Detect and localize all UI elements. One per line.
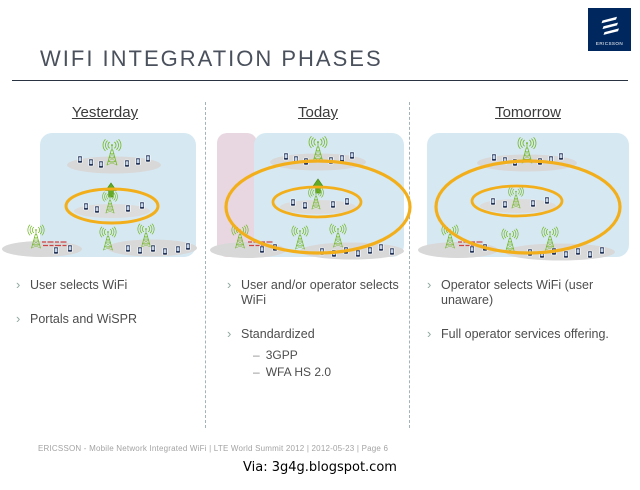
list-item: › Portals and WiSPR xyxy=(16,311,196,327)
column-divider xyxy=(205,102,206,428)
device-icon xyxy=(502,200,508,209)
device-icon xyxy=(145,154,151,163)
ground-ellipse xyxy=(480,199,556,213)
device-icon xyxy=(185,242,191,251)
device-icon xyxy=(344,197,350,206)
ground-ellipse xyxy=(74,204,150,218)
column-header-label: Today xyxy=(297,104,339,121)
device-icon xyxy=(599,246,605,255)
diagram-canvas xyxy=(2,133,629,261)
diagram-tomorrow xyxy=(418,133,629,261)
device-icon xyxy=(137,246,143,255)
column-header-tomorrow: Tomorrow xyxy=(433,104,623,121)
ground-ellipse xyxy=(2,241,82,257)
device-icon xyxy=(367,246,373,255)
column-header-today: Today xyxy=(233,104,403,121)
device-icon xyxy=(563,250,569,259)
device-icon xyxy=(94,205,100,214)
yesterday-bullets: › User selects WiFi › Portals and WiSPR xyxy=(16,277,196,346)
device-icon xyxy=(491,153,497,162)
device-icon xyxy=(67,244,73,253)
title-divider xyxy=(12,80,628,81)
dash-bullet-icon: – xyxy=(253,365,260,380)
list-item: › User and/or operator selects WiFi xyxy=(227,277,415,308)
bullet-text: User and/or operator selects WiFi xyxy=(241,278,399,307)
device-icon xyxy=(98,160,104,169)
device-icon xyxy=(53,246,59,255)
ground-ellipse xyxy=(280,200,356,214)
bullet-text: User selects WiFi xyxy=(30,278,128,292)
ericsson-logo-icon: ERICSSON xyxy=(588,8,631,51)
device-icon xyxy=(544,196,550,205)
device-icon xyxy=(290,198,296,207)
logo-background xyxy=(588,8,631,51)
bullet-text: Operator selects WiFi (user unaware) xyxy=(441,278,594,307)
device-icon xyxy=(150,244,156,253)
device-icon xyxy=(378,243,384,252)
page-title: WIFI INTEGRATION PHASES xyxy=(40,46,383,71)
tomorrow-bullets: › Operator selects WiFi (user unaware) ›… xyxy=(427,277,627,361)
source-caption: Via: 3g4g.blogspot.com xyxy=(243,460,397,475)
device-icon xyxy=(530,199,536,208)
bullet-text: Portals and WiSPR xyxy=(30,312,137,326)
sub-bullet-text: 3GPP xyxy=(265,348,298,362)
chevron-bullet-icon: › xyxy=(427,326,432,341)
device-icon xyxy=(175,245,181,254)
chevron-bullet-icon: › xyxy=(227,326,232,341)
column-divider xyxy=(409,102,410,428)
device-icon xyxy=(490,197,496,206)
chevron-bullet-icon: › xyxy=(227,277,232,292)
diagram-today xyxy=(210,133,412,260)
sub-bullet-text: WFA HS 2.0 xyxy=(265,365,332,380)
dash-bullet-icon: – xyxy=(253,348,260,362)
coverage-ring xyxy=(271,185,363,219)
list-item: › Full operator services offering. xyxy=(427,326,627,342)
device-icon xyxy=(587,250,593,259)
device-icon xyxy=(83,202,89,211)
device-icon xyxy=(283,152,289,161)
device-icon xyxy=(349,151,355,160)
coverage-ring xyxy=(64,187,160,225)
column-header-label: Tomorrow xyxy=(495,104,561,121)
bullet-text: Full operator services offering. xyxy=(441,327,609,341)
device-icon xyxy=(124,159,130,168)
bullet-text: Standardized xyxy=(241,327,315,341)
device-icon xyxy=(575,247,581,256)
coverage-ring xyxy=(470,184,564,218)
device-icon xyxy=(162,247,168,256)
device-icon xyxy=(302,201,308,210)
device-icon xyxy=(125,244,131,253)
column-header-yesterday: Yesterday xyxy=(25,104,185,121)
coverage-ring-outer xyxy=(434,159,622,255)
device-icon xyxy=(330,200,336,209)
device-icon xyxy=(77,155,83,164)
device-icon xyxy=(355,249,361,258)
diagram-yesterday xyxy=(2,133,197,257)
column-header-label: Yesterday xyxy=(71,104,139,121)
chevron-bullet-icon: › xyxy=(427,277,432,292)
list-item: › User selects WiFi xyxy=(16,277,196,293)
chevron-bullet-icon: › xyxy=(16,277,21,292)
slide-footer: ERICSSON - Mobile Network Integrated WiF… xyxy=(38,444,389,453)
list-item: › Standardized xyxy=(227,326,415,342)
device-icon xyxy=(389,247,395,256)
coverage-area-blue xyxy=(40,133,196,257)
sub-list-item: – WFA HS 2.0 xyxy=(253,365,415,379)
device-icon xyxy=(259,245,265,254)
sub-list-item: – 3GPP xyxy=(253,348,415,362)
device-icon xyxy=(88,158,94,167)
list-item: › Operator selects WiFi (user unaware) xyxy=(427,277,627,308)
device-icon xyxy=(139,201,145,210)
device-icon xyxy=(125,204,131,213)
device-icon xyxy=(469,245,475,254)
logo-wordmark: ERICSSON xyxy=(596,41,623,46)
coverage-ring-outer xyxy=(224,159,412,255)
device-icon xyxy=(558,152,564,161)
ericsson-bars-icon xyxy=(601,16,619,35)
today-bullets: › User and/or operator selects WiFi › St… xyxy=(227,277,415,383)
chevron-bullet-icon: › xyxy=(16,311,21,326)
device-icon xyxy=(135,157,141,166)
